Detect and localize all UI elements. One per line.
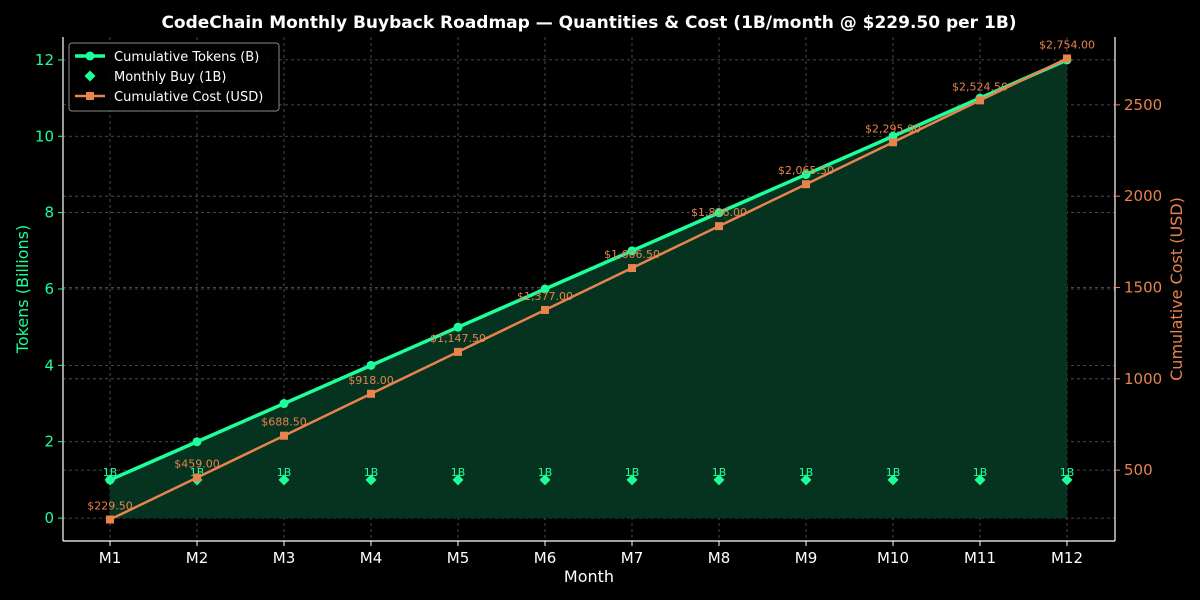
x-tick-label: M8 [708, 549, 731, 567]
cost-line [109, 57, 1068, 521]
x-tick-label: M9 [795, 549, 818, 567]
x-tick-label: M11 [964, 549, 996, 567]
chart-title: CodeChain Monthly Buyback Roadmap — Quan… [161, 13, 1016, 33]
cost-label: $459.00 [174, 458, 220, 471]
monthly-buy-label: 1B [973, 466, 988, 479]
y-tick-label-right: 1500 [1124, 278, 1162, 296]
monthly-buy-marker [887, 474, 899, 486]
y-tick-label-left: 6 [44, 280, 54, 298]
cost-marker [193, 473, 201, 482]
x-tick-label: M7 [621, 549, 644, 567]
tokens-marker [105, 475, 115, 485]
cost-marker [454, 347, 462, 356]
x-tick-label: M10 [877, 549, 909, 567]
cost-marker [715, 222, 723, 231]
monthly-buy-label: 1B [1060, 466, 1075, 479]
cost-label: $1,147.50 [430, 332, 486, 345]
monthly-buy-label: 1B [364, 466, 379, 479]
cost-label: $1,836.00 [691, 206, 747, 219]
x-tick-label: M4 [360, 549, 383, 567]
x-tick-label: M3 [273, 549, 296, 567]
tokens-line [109, 58, 1068, 482]
tokens-marker [540, 284, 550, 294]
x-tick-label: M1 [99, 549, 122, 567]
monthly-buy-label: 1B [103, 466, 118, 479]
tokens-marker [801, 169, 811, 179]
y-axis-label-left: Tokens (Billions) [13, 225, 32, 354]
monthly-buy-label: 1B [712, 466, 727, 479]
cost-marker [541, 305, 549, 314]
legend-swatch-tokens-marker [85, 51, 95, 61]
cost-marker [628, 264, 636, 273]
monthly-buy-label: 1B [451, 466, 466, 479]
legend-label: Cumulative Cost (USD) [114, 90, 263, 105]
cost-label: $229.50 [87, 500, 133, 513]
cost-marker [106, 515, 114, 524]
monthly-buy-marker [365, 474, 377, 486]
monthly-buy-marker [1061, 474, 1073, 486]
cost-marker [367, 389, 375, 398]
cost-label: $1,606.50 [604, 248, 660, 261]
legend-swatch-cost-marker [86, 92, 94, 100]
monthly-buy-marker [800, 474, 812, 486]
y-tick-label-left: 12 [35, 51, 54, 69]
x-tick-label: M6 [534, 549, 557, 567]
monthly-buy-marker [278, 474, 290, 486]
y-tick-label-left: 8 [44, 204, 54, 222]
legend-label: Cumulative Tokens (B) [114, 50, 259, 65]
x-tick-label: M5 [447, 549, 470, 567]
monthly-buy-label: 1B [538, 466, 553, 479]
cost-marker [280, 431, 288, 440]
y-tick-label-right: 2000 [1124, 187, 1162, 205]
cost-label: $2,524.50 [952, 80, 1008, 93]
tokens-marker [279, 399, 289, 409]
cost-label: $2,295.00 [865, 122, 921, 135]
y-axis-label-right: Cumulative Cost (USD) [1167, 197, 1186, 381]
y-tick-label-left: 4 [44, 356, 54, 374]
monthly-buy-label: 1B [277, 466, 292, 479]
legend-swatch-buy [84, 70, 96, 82]
monthly-buy-label: 1B [886, 466, 901, 479]
tokens-marker [192, 437, 202, 447]
monthly-buy-marker [974, 474, 986, 486]
legend: Cumulative Tokens (B) Monthly Buy (1B) Cum… [68, 42, 280, 112]
cost-label: $1,377.00 [517, 290, 573, 303]
y-tick-label-left: 2 [44, 433, 54, 451]
cost-label: $2,065.50 [778, 164, 834, 177]
monthly-buy-marker [713, 474, 725, 486]
axes: M1 M2 M3 M4 M5 M6 M7 M8 M9 M10 M11 M12 0 2 4 6 8 10 12 500 1… [35, 37, 1162, 567]
y-tick-label-right: 1000 [1124, 370, 1162, 388]
legend-box [68, 42, 280, 112]
y-tick-label-left: 0 [44, 509, 54, 527]
x-tick-label: M12 [1051, 549, 1083, 567]
y-tick-label-right: 500 [1124, 461, 1153, 479]
cost-label: $688.50 [261, 416, 307, 429]
monthly-buy-marker [539, 474, 551, 486]
x-tick-label: M2 [186, 549, 209, 567]
cost-marker [802, 180, 810, 189]
y-tick-label-left: 10 [35, 127, 54, 145]
tokens-marker [714, 208, 724, 218]
cost-marker [889, 138, 897, 147]
legend-label: Monthly Buy (1B) [114, 70, 227, 85]
cost-marker [976, 96, 984, 105]
plot-area: 1B 1B 1B 1B 1B 1B 1B 1B 1B 1B 1B 1B$229.50$459.00$6… [87, 38, 1095, 524]
monthly-buy-marker [452, 474, 464, 486]
monthly-buy-label: 1B [625, 466, 640, 479]
cost-label: $2,754.00 [1039, 38, 1095, 51]
monthly-buy-marker [626, 474, 638, 486]
tokens-marker [453, 322, 463, 332]
x-axis-label: Month [564, 567, 614, 586]
tokens-marker [366, 360, 376, 370]
monthly-buy-label: 1B [799, 466, 814, 479]
y-tick-label-right: 2500 [1124, 96, 1162, 114]
tokens-marker [627, 246, 637, 256]
cost-marker [1063, 54, 1071, 63]
cost-label: $918.00 [348, 374, 394, 387]
